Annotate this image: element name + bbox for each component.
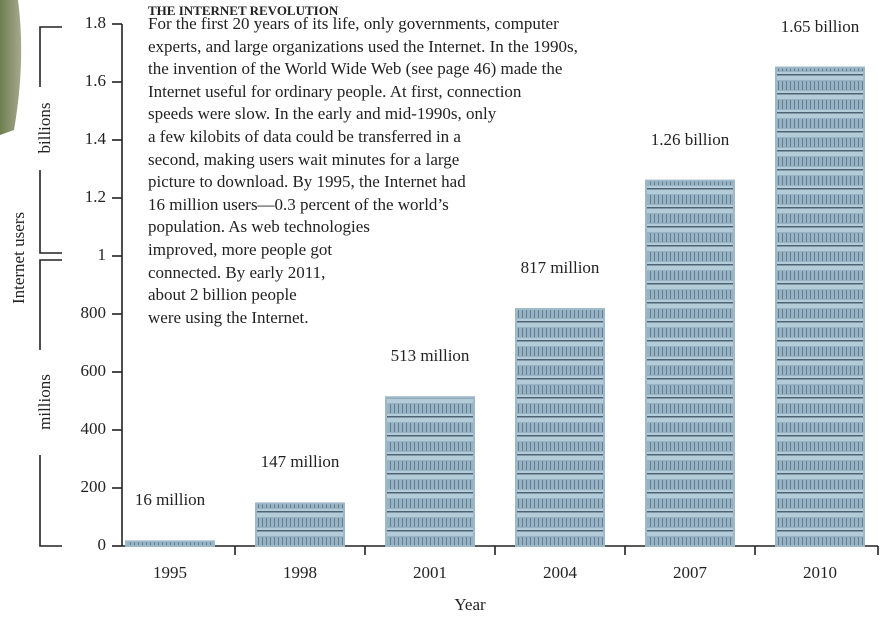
text-line: second, making users wait minutes for a … bbox=[148, 149, 460, 169]
bracket-upper bbox=[39, 26, 62, 254]
text-line: were using the Internet. bbox=[148, 307, 309, 327]
text-line: a few kilobits of data could be transfer… bbox=[148, 127, 461, 146]
text-line: population. As web technologies bbox=[148, 217, 370, 237]
bar bbox=[515, 308, 605, 547]
value-label: 16 million bbox=[134, 490, 206, 510]
y-tick-label: 200 bbox=[81, 477, 107, 496]
y-tick-label: 0 bbox=[98, 535, 107, 554]
text-line: the invention of the World Wide Web (see… bbox=[148, 59, 563, 79]
text-line: speeds were slow. In the early and mid-1… bbox=[148, 104, 497, 124]
y-tick-label: 1.4 bbox=[85, 129, 107, 148]
x-tick-label: 2001 bbox=[413, 563, 447, 582]
x-tick-label: 2010 bbox=[803, 563, 837, 582]
y-tick-label: 1.8 bbox=[85, 13, 106, 32]
text-line: Internet useful for ordinary people. At … bbox=[148, 81, 522, 101]
text-line: experts, and large organizations used th… bbox=[148, 36, 578, 56]
text-line: For the first 20 years of its life, only… bbox=[148, 14, 559, 33]
y-tick-label: 800 bbox=[81, 303, 107, 322]
text-line: improved, more people got bbox=[148, 240, 333, 259]
y-tick-label: 1.2 bbox=[85, 187, 106, 206]
bar bbox=[775, 66, 865, 547]
y-axis-unit-lower: millions bbox=[35, 374, 54, 430]
x-tick-label: 1995 bbox=[153, 563, 187, 582]
value-label: 817 million bbox=[520, 258, 600, 278]
y-tick-label: 1.6 bbox=[85, 71, 106, 90]
x-axis-title: Year bbox=[454, 595, 486, 614]
bar bbox=[385, 396, 475, 548]
value-label: 1.26 billion bbox=[650, 129, 730, 149]
x-tick-label: 1998 bbox=[283, 563, 317, 582]
x-tick-label: 2007 bbox=[673, 563, 708, 582]
y-axis-unit-upper: billions bbox=[35, 102, 54, 153]
y-tick-label: 400 bbox=[81, 419, 107, 438]
y-tick-label: 600 bbox=[81, 361, 107, 380]
value-label: 513 million bbox=[390, 346, 470, 366]
value-label: 1.65 billion bbox=[780, 16, 860, 36]
text-line: 16 million users—0.3 percent of the worl… bbox=[148, 194, 449, 214]
bar bbox=[255, 502, 345, 547]
bar bbox=[125, 540, 215, 547]
text-title: THE INTERNET REVOLUTION bbox=[148, 3, 339, 18]
text-line: picture to download. By 1995, the Intern… bbox=[148, 172, 466, 192]
bracket-lower bbox=[39, 259, 62, 547]
x-tick-label: 2004 bbox=[543, 563, 578, 582]
bar bbox=[645, 179, 735, 547]
background-image-edge bbox=[0, 0, 22, 135]
value-label: 147 million bbox=[260, 452, 340, 472]
y-axis-title: Internet users bbox=[9, 212, 28, 304]
text-line: about 2 billion people bbox=[148, 285, 297, 305]
y-tick-label: 1 bbox=[98, 245, 107, 264]
text-line: connected. By early 2011, bbox=[148, 262, 326, 282]
